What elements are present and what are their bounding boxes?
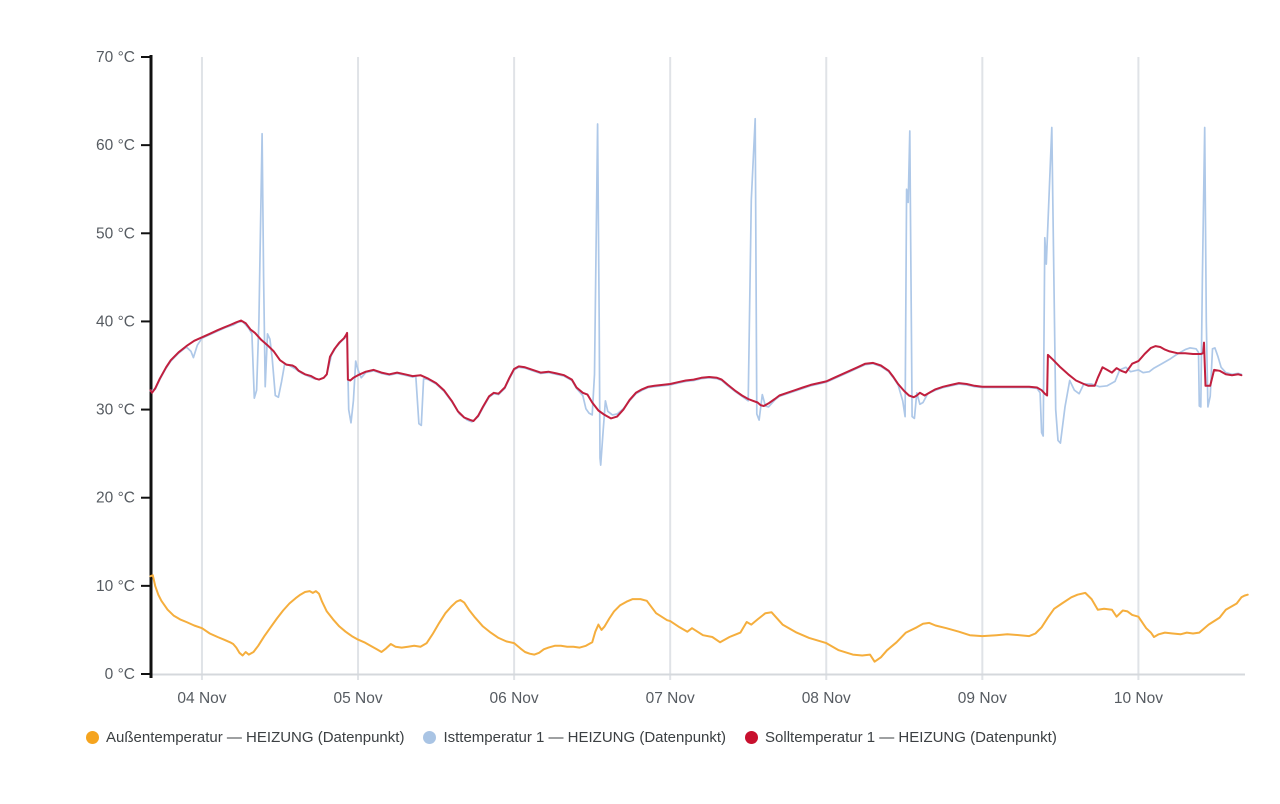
x-axis-tick-label: 08 Nov [802,690,851,707]
solltemperatur-series-dot [745,731,759,744]
x-axis-tick-label: 05 Nov [333,690,382,707]
y-axis-tick-label: 60 °C [96,137,135,154]
x-axis-tick-label: 09 Nov [958,690,1007,707]
x-axis-tick-label: 07 Nov [646,690,695,707]
solltemperatur-line [149,319,1243,422]
x-axis-tick-label: 06 Nov [490,690,539,707]
chart-legend: Außentemperatur — HEIZUNG (Datenpunkt) I… [86,729,1057,746]
aussentemperatur-line [149,574,1249,663]
legend-label: Außentemperatur — HEIZUNG (Datenpunkt) [106,729,405,746]
legend-item-aussentemperatur[interactable]: Außentemperatur — HEIZUNG (Datenpunkt) [86,729,404,746]
x-axis-tick-label: 04 Nov [177,690,226,707]
legend-label: Solltemperatur 1 — HEIZUNG (Datenpunkt) [765,729,1057,746]
y-axis-tick-label: 50 °C [96,225,135,242]
y-axis-tick-label: 40 °C [96,313,135,330]
y-axis-tick-label: 30 °C [96,402,135,419]
isttemperatur-line [149,117,1243,466]
legend-item-isttemperatur[interactable]: Isttemperatur 1 — HEIZUNG (Datenpunkt) [423,729,726,746]
aussentemperatur-series-dot [86,731,99,744]
y-axis-tick-label: 70 °C [96,49,135,66]
legend-label: Isttemperatur 1 — HEIZUNG (Datenpunkt) [443,729,727,746]
y-axis-tick-label: 20 °C [96,490,135,507]
x-axis-tick-label: 10 Nov [1114,690,1163,707]
legend-item-solltemperatur[interactable]: Solltemperatur 1 — HEIZUNG (Datenpunkt) [745,729,1057,746]
isttemperatur-series-dot [423,731,437,744]
y-axis-tick-label: 10 °C [96,578,135,595]
y-axis-tick-label: 0 °C [105,666,135,683]
